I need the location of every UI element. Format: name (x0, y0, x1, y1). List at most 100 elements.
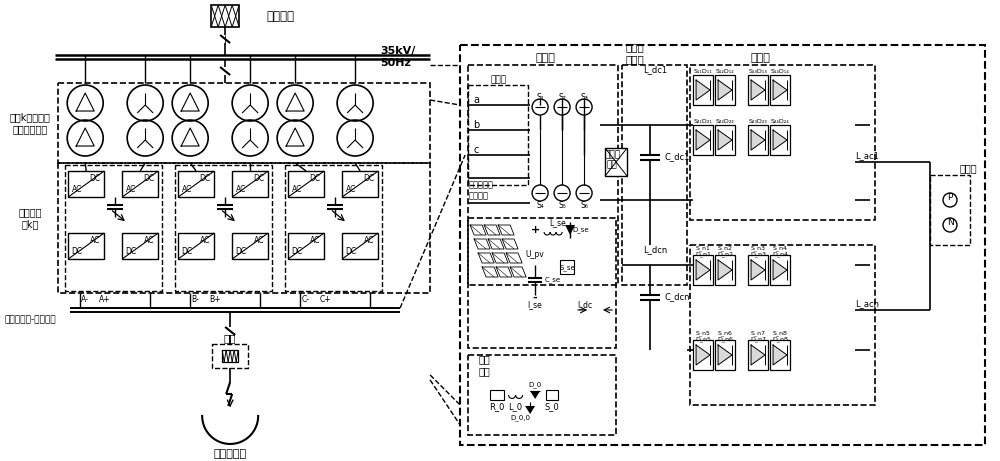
Polygon shape (525, 406, 535, 414)
Text: 交流电弧炉: 交流电弧炉 (214, 449, 247, 459)
Text: S₁₃D₁₃: S₁₃D₁₃ (749, 69, 767, 74)
Text: 直流滤
波环节: 直流滤 波环节 (626, 42, 644, 64)
Text: AC: AC (346, 185, 356, 194)
Polygon shape (718, 130, 732, 150)
Text: 储能单元: 储能单元 (468, 191, 488, 201)
Bar (468, 355, 616, 435)
Bar (546, 390, 558, 400)
Text: D_0: D_0 (528, 382, 542, 388)
Text: D_se: D_se (573, 227, 589, 233)
Polygon shape (751, 80, 765, 100)
Text: AC: AC (292, 185, 302, 194)
Bar (342, 171, 378, 197)
Bar (288, 171, 324, 197)
Text: B-: B- (191, 296, 199, 304)
Text: DC: DC (126, 247, 137, 256)
Text: c: c (473, 145, 479, 155)
Bar (178, 171, 214, 197)
Text: S_n6
D_n6: S_n6 D_n6 (717, 330, 733, 342)
Polygon shape (751, 345, 765, 365)
Bar (770, 340, 790, 370)
Bar (212, 344, 248, 368)
Text: A+: A+ (99, 296, 111, 304)
Polygon shape (718, 345, 732, 365)
Text: S_n4
D_n4: S_n4 D_n4 (772, 245, 788, 257)
Text: DC: DC (292, 247, 303, 256)
Text: P: P (947, 193, 953, 201)
Text: DC: DC (236, 247, 247, 256)
Bar (693, 340, 713, 370)
Bar (715, 75, 735, 105)
Text: B+: B+ (209, 296, 221, 304)
Polygon shape (718, 260, 732, 280)
Text: S₂₁D₂₁: S₂₁D₂₁ (694, 118, 712, 124)
Bar (211, 5, 239, 27)
Bar (770, 125, 790, 155)
Text: 直流断
路器: 直流断 路器 (604, 150, 620, 170)
Text: S_n1
D_n1: S_n1 D_n1 (695, 245, 711, 257)
Text: S₁₁D₁₁: S₁₁D₁₁ (694, 69, 712, 74)
Polygon shape (696, 130, 710, 150)
Bar (770, 255, 790, 285)
Polygon shape (751, 130, 765, 150)
Text: 可再生能源: 可再生能源 (468, 181, 493, 189)
Text: 输入端: 输入端 (490, 76, 506, 84)
Polygon shape (696, 345, 710, 365)
Polygon shape (696, 260, 710, 280)
Text: S_n8
D_n8: S_n8 D_n8 (772, 330, 788, 342)
Text: AC: AC (126, 185, 136, 194)
Bar (693, 125, 713, 155)
Text: a: a (473, 95, 479, 105)
Text: DC: DC (144, 174, 155, 183)
Text: DC: DC (310, 174, 321, 183)
Text: DC: DC (72, 247, 83, 256)
Text: 外部电网: 外部电网 (266, 10, 294, 23)
Bar (770, 75, 790, 105)
Bar (468, 85, 528, 185)
Text: AC: AC (144, 236, 154, 245)
Text: N: N (947, 218, 953, 226)
Text: I_dc: I_dc (578, 301, 593, 309)
Text: S_se: S_se (559, 265, 575, 272)
Text: S₆: S₆ (580, 201, 588, 209)
Text: DC: DC (90, 174, 101, 183)
Bar (285, 165, 382, 291)
Text: S₁₄D₁₄: S₁₄D₁₄ (771, 69, 789, 74)
Bar (468, 218, 616, 348)
Text: C-: C- (301, 296, 309, 304)
Bar (490, 390, 504, 400)
Bar (560, 260, 574, 274)
Text: S₂₂D₂₂: S₂₂D₂₂ (716, 118, 734, 124)
Bar (715, 125, 735, 155)
Text: +: + (530, 225, 540, 235)
Text: 功率单元
（k）: 功率单元 （k） (18, 207, 42, 229)
Bar (748, 340, 768, 370)
Polygon shape (773, 80, 787, 100)
Text: -: - (533, 293, 537, 303)
Text: AC: AC (90, 236, 100, 245)
Bar (468, 65, 618, 285)
Polygon shape (696, 80, 710, 100)
Text: DC: DC (254, 174, 265, 183)
Bar (65, 165, 162, 291)
Text: C_dc1: C_dc1 (664, 153, 689, 161)
Text: AC: AC (364, 236, 374, 245)
Polygon shape (773, 260, 787, 280)
Text: 短网: 短网 (224, 333, 236, 343)
Text: C_se: C_se (545, 277, 561, 284)
Bar (58, 163, 430, 293)
Bar (58, 83, 430, 163)
Text: L_dcn: L_dcn (643, 246, 667, 254)
Polygon shape (773, 130, 787, 150)
Text: S₅: S₅ (558, 201, 566, 209)
Polygon shape (751, 260, 765, 280)
Bar (232, 233, 268, 259)
Bar (460, 45, 985, 445)
Bar (122, 171, 158, 197)
Text: b: b (473, 120, 479, 130)
Text: 35kV/: 35kV/ (380, 46, 416, 56)
Bar (232, 171, 268, 197)
Text: S₂: S₂ (558, 93, 566, 101)
Bar (930, 175, 970, 245)
Bar (288, 233, 324, 259)
